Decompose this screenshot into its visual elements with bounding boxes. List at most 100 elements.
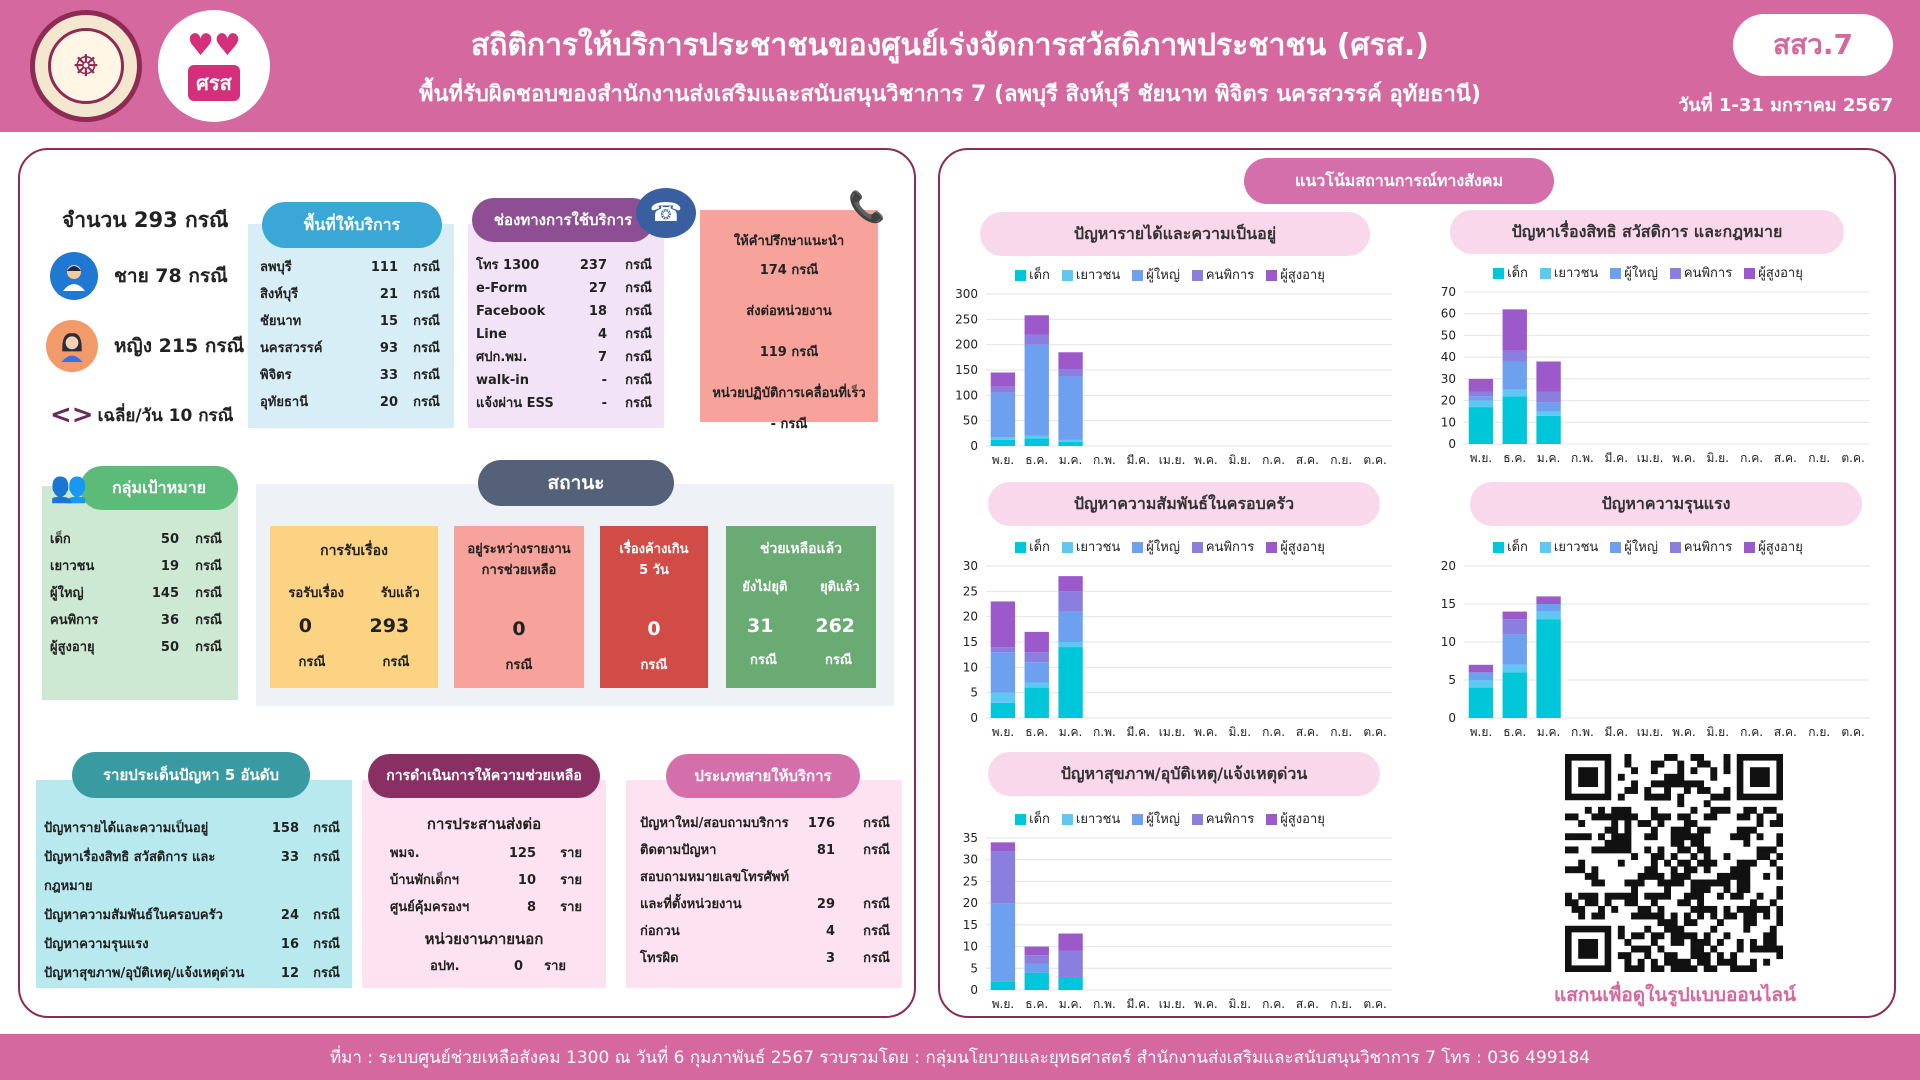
legend-item: คนพิการ bbox=[1669, 536, 1732, 557]
y-tick-label: 5 bbox=[970, 961, 978, 975]
legend-label: ผู้สูงอายุ bbox=[1280, 268, 1325, 283]
bar-segment bbox=[1058, 611, 1083, 642]
avg-per-day: <> เฉลี่ย/วัน 10 กรณี bbox=[50, 400, 233, 430]
x-tick-label: มี.ค. bbox=[1126, 453, 1150, 467]
bar-segment bbox=[1536, 611, 1561, 620]
top5-row-cell: 12 bbox=[280, 966, 299, 981]
chart4-title: ปัญหาความรุนแรง bbox=[1470, 482, 1862, 526]
srs-logo-text: ศรส bbox=[188, 65, 240, 101]
target-row-cell: กรณี bbox=[195, 559, 222, 574]
area-title: พื้นที่ให้บริการ bbox=[262, 202, 442, 248]
legend-swatch bbox=[1610, 542, 1622, 553]
top5-row-cell: ปัญหาสุขภาพ/อุบัติเหตุ/แจ้งเหตุด่วน bbox=[44, 966, 245, 981]
linetype-row-cell: โทรผิด bbox=[640, 951, 679, 966]
helped-open-label: ยังไม่ยุติ bbox=[742, 580, 788, 595]
receive-waiting-value: 0 bbox=[298, 615, 312, 637]
bar-segment bbox=[1468, 672, 1494, 680]
top5-row: ปัญหารายได้และความเป็นอยู่ 158 กรณี bbox=[44, 814, 340, 843]
bar-segment bbox=[1024, 652, 1049, 663]
bar-segment bbox=[1502, 611, 1527, 620]
channel-row: แจ้งผ่าน ESS - กรณี bbox=[476, 392, 652, 415]
telephone-icon: ☎ bbox=[636, 188, 696, 238]
assist-external-row-cell: ราย bbox=[544, 959, 566, 974]
receive-title: การรับเรื่อง bbox=[320, 543, 388, 559]
x-tick-label: พ.ค. bbox=[1672, 451, 1696, 465]
y-tick-label: 15 bbox=[963, 635, 978, 649]
y-tick-label: 25 bbox=[963, 874, 978, 888]
linetype-row-cell: 29 bbox=[816, 897, 835, 912]
chart-legend: เด็ก เยาวชน ผู้ใหญ่ คนพิการ ผู้สูงอายุ bbox=[940, 536, 1400, 557]
assist-referral-heading: การประสานส่งต่อ bbox=[426, 815, 542, 833]
linetype-row: โทรผิด 3 กรณี bbox=[640, 945, 890, 972]
qr-code[interactable] bbox=[1565, 754, 1784, 973]
top5-row-cell: ปัญหาความสัมพันธ์ในครอบครัว bbox=[44, 908, 223, 923]
bar-segment bbox=[1024, 315, 1049, 335]
legend-label: ผู้สูงอายุ bbox=[1758, 540, 1803, 555]
bar-segment bbox=[1024, 963, 1049, 973]
legend-item: ผู้สูงอายุ bbox=[1266, 536, 1325, 557]
y-tick-label: 35 bbox=[963, 831, 978, 845]
legend-swatch bbox=[1061, 542, 1073, 553]
x-tick-label: ส.ค. bbox=[1296, 997, 1319, 1011]
legend-label: ผู้ใหญ่ bbox=[1146, 540, 1180, 555]
linetype-row-cell: 4 bbox=[825, 924, 835, 939]
top5-row-cell: ปัญหาเรื่องสิทธิ สวัสดิการ และกฎหมาย bbox=[44, 850, 216, 894]
linetype-row-cell: กรณี bbox=[863, 843, 890, 858]
legend-label: เยาวชน bbox=[1553, 266, 1599, 281]
channel-row-cell: Facebook bbox=[476, 304, 546, 319]
y-tick-label: 150 bbox=[955, 363, 978, 377]
status-title: สถานะ bbox=[478, 460, 674, 506]
top5-row-cell: กรณี bbox=[313, 908, 340, 923]
chart-rights: เด็ก เยาวชน ผู้ใหญ่ คนพิการ ผู้สูงอายุ 0 10 20 3… bbox=[1418, 262, 1878, 470]
channel-row-cell: ศปก.พม. bbox=[476, 350, 528, 365]
top5-row-cell: ปัญหารายได้และความเป็นอยู่ bbox=[44, 821, 209, 836]
x-tick-label: มี.ค. bbox=[1126, 997, 1150, 1011]
bar-segment bbox=[1024, 955, 1049, 964]
channel-row: ศปก.พม. 7 กรณี bbox=[476, 346, 652, 369]
female-count: หญิง 215 กรณี bbox=[46, 320, 244, 372]
legend-swatch bbox=[1061, 270, 1073, 281]
x-tick-label: ก.พ. bbox=[1093, 453, 1116, 467]
x-tick-label: ต.ค. bbox=[1841, 725, 1864, 739]
female-count-text: หญิง 215 กรณี bbox=[114, 335, 245, 357]
x-tick-label: มี.ค. bbox=[1604, 725, 1628, 739]
linetype-row-cell: สอบถามหมายเลขโทรศัพท์ bbox=[640, 870, 790, 885]
x-tick-label: ก.ค. bbox=[1262, 997, 1285, 1011]
male-count: ชาย 78 กรณี bbox=[50, 252, 228, 300]
x-tick-label: ส.ค. bbox=[1774, 451, 1797, 465]
area-row-cell: ลพบุรี bbox=[260, 260, 292, 275]
channel-row: Line 4 กรณี bbox=[476, 323, 652, 346]
assist-title: การดำเนินการให้ความช่วยเหลือ bbox=[368, 754, 600, 798]
legend-label: เยาวชน bbox=[1553, 540, 1599, 555]
x-tick-label: ก.ค. bbox=[1740, 725, 1763, 739]
target-row-cell: กรณี bbox=[195, 532, 222, 547]
area-row-cell: กรณี bbox=[413, 260, 440, 275]
bar-segment bbox=[990, 652, 1016, 693]
legend-label: เยาวชน bbox=[1075, 812, 1121, 827]
female-avatar-icon bbox=[46, 320, 98, 372]
top5-row-cell: 158 bbox=[271, 821, 299, 836]
legend-item: เด็ก bbox=[1015, 808, 1050, 829]
bar-segment bbox=[1058, 376, 1083, 440]
x-tick-label: พ.ย. bbox=[992, 997, 1015, 1011]
y-tick-label: 100 bbox=[955, 388, 978, 402]
bar-segment bbox=[1058, 976, 1083, 990]
legend-swatch bbox=[1132, 270, 1144, 281]
linetype-row-cell bbox=[795, 864, 835, 891]
legend-item: คนพิการ bbox=[1191, 808, 1254, 829]
legend-swatch bbox=[1669, 542, 1681, 553]
legend-item: เด็ก bbox=[1015, 264, 1050, 285]
target-row-cell: 50 bbox=[160, 532, 179, 547]
legend-item: คนพิการ bbox=[1191, 264, 1254, 285]
assist-row-cell: 125 bbox=[508, 846, 536, 861]
target-row-cell: 36 bbox=[160, 613, 179, 628]
y-tick-label: 30 bbox=[1441, 372, 1456, 386]
y-tick-label: 5 bbox=[970, 686, 978, 700]
bar-segment bbox=[1024, 687, 1049, 718]
footer-source: ที่มา : ระบบศูนย์ช่วยเหลือสังคม 1300 ณ ว… bbox=[0, 1034, 1920, 1080]
bar-segment bbox=[1058, 441, 1083, 446]
chart-legend: เด็ก เยาวชน ผู้ใหญ่ คนพิการ ผู้สูงอายุ bbox=[940, 264, 1400, 285]
target-row-cell: กรณี bbox=[195, 640, 222, 655]
top5-row: ปัญหาสุขภาพ/อุบัติเหตุ/แจ้งเหตุด่วน 12 กรณ… bbox=[44, 959, 340, 988]
channel-row-cell: กรณี bbox=[625, 350, 652, 365]
